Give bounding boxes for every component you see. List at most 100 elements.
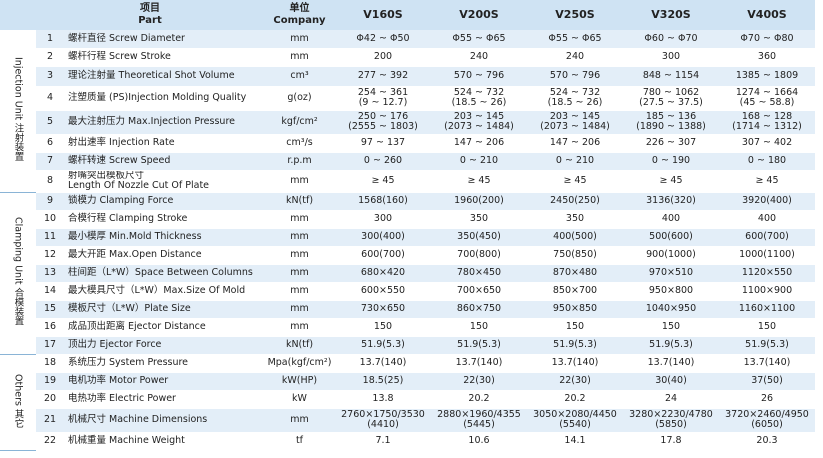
item-name-line: 柱间距（L*W）Space Between Columns — [68, 267, 253, 278]
spec-value: ≥ 45 — [719, 170, 815, 193]
header-unit-cn: 单位 — [289, 3, 310, 14]
spec-value: 350(450) — [431, 228, 527, 247]
spec-value: 203 ~ 145 (2073 ~ 1484) — [527, 110, 623, 135]
spec-value: 850×700 — [527, 282, 623, 301]
spec-value: 226 ~ 307 — [623, 134, 719, 153]
row-item-name: 最大模具尺寸（L*W）Max.Size Of Mold — [64, 282, 264, 301]
table-row: 19 电机功率 Motor Power kW(HP) 18.5(25) 22(30) 22… — [0, 372, 815, 391]
spec-value-line: 150 — [469, 321, 489, 332]
spec-value: 147 ~ 206 — [527, 134, 623, 153]
table-row: Clamping Unit 合模装置 9 锁模力 Clamping Force kN(… — [0, 192, 815, 355]
spec-value-line: 1120×550 — [741, 267, 793, 278]
item-name-line: 电热功率 Electric Power — [68, 393, 176, 404]
row-number: 8 — [36, 170, 64, 193]
spec-value: 26 — [719, 390, 815, 409]
header-part: 项目 Part — [36, 0, 264, 30]
spec-value: 300 — [623, 48, 719, 67]
header-model: V200S — [431, 0, 527, 30]
spec-value: 203 ~ 145 (2073 ~ 1484) — [431, 110, 527, 135]
row-item-name: 机械尺寸 Machine Dimensions — [64, 408, 264, 433]
row-unit: mm — [264, 246, 335, 265]
row-unit: r.p.m — [264, 152, 335, 171]
spec-value-line: 850×700 — [552, 285, 598, 296]
spec-value: 150 — [719, 318, 815, 337]
row-item-name: 成品顶出距离 Ejector Distance — [64, 318, 264, 337]
item-name-line: 最大开距 Max.Open Distance — [68, 249, 202, 260]
table-row: 13 柱间距（L*W）Space Between Columns mm 680×420… — [0, 264, 815, 283]
spec-value-line: 51.9(5.3) — [361, 339, 405, 350]
spec-value: 750(850) — [527, 246, 623, 265]
spec-value-line: ≥ 45 — [467, 175, 491, 186]
spec-value: 3280×2230/4780 (5850) — [623, 408, 719, 433]
spec-value: 37(50) — [719, 372, 815, 391]
item-name-line: 射嘴突出模板尺寸 — [68, 170, 145, 181]
spec-value-line: 13.7(140) — [455, 357, 503, 368]
spec-value: 0 ~ 180 — [719, 152, 815, 171]
spec-value-line: 147 ~ 206 — [549, 137, 601, 148]
spec-value-line: (5445) — [463, 419, 495, 430]
spec-value: 0 ~ 210 — [527, 152, 623, 171]
spec-value-line: 150 — [757, 321, 777, 332]
table-row: 6 射出速率 Injection Rate cm³/s 97 ~ 137 147 ~ 2… — [0, 134, 815, 153]
spec-value: 13.7(140) — [527, 354, 623, 373]
spec-value: 10.6 — [431, 432, 527, 451]
row-unit: mm — [264, 210, 335, 229]
spec-value-line: 570 ~ 796 — [549, 70, 601, 81]
item-name-line: 螺杆直径 Screw Diameter — [68, 32, 185, 44]
spec-value: 150 — [623, 318, 719, 337]
spec-value: 250 ~ 176 (2555 ~ 1803) — [335, 110, 431, 135]
spec-value: 570 ~ 796 — [527, 66, 623, 87]
spec-value: 1120×550 — [719, 264, 815, 283]
spec-value-line: ≥ 45 — [563, 175, 587, 186]
spec-value: 680×420 — [335, 264, 431, 283]
spec-value-line: ≥ 45 — [371, 175, 395, 186]
spec-value: 51.9(5.3) — [431, 336, 527, 355]
spec-value-line: 97 ~ 137 — [360, 137, 406, 148]
spec-value-line: 0 ~ 210 — [459, 155, 499, 166]
spec-value: 147 ~ 206 — [431, 134, 527, 153]
group-label: Others 其它 — [12, 373, 24, 428]
row-unit: cm³ — [264, 66, 335, 87]
spec-value-line: 307 ~ 402 — [741, 137, 793, 148]
item-name-line: 顶出力 Ejector Force — [68, 339, 162, 350]
spec-value-line: 2450(250) — [550, 195, 600, 206]
row-unit: mm — [264, 408, 335, 433]
row-item-name: 模板尺寸（L*W）Plate Size — [64, 300, 264, 319]
spec-value-line: 185 ~ 136 — [645, 111, 697, 122]
row-number: 10 — [36, 210, 64, 229]
spec-value-line: 150 — [661, 321, 681, 332]
item-name-line: 最大模具尺寸（L*W）Max.Size Of Mold — [68, 285, 246, 296]
item-name-line: 注塑质量 (PS)Injection Molding Quality — [68, 92, 247, 103]
row-number: 17 — [36, 336, 64, 355]
spec-value-line: 2760×1750/3530 — [341, 409, 425, 420]
spec-value-line: (5540) — [559, 419, 591, 430]
row-number: 15 — [36, 300, 64, 319]
header-model: V160S — [335, 0, 431, 30]
spec-value: 3920(400) — [719, 192, 815, 211]
spec-value-line: 22(30) — [463, 375, 495, 386]
spec-value-line: 3720×2460/4950 — [725, 409, 809, 420]
spec-value-line: 20.2 — [468, 393, 490, 404]
spec-value-line: 17.8 — [660, 435, 682, 446]
spec-value-line: (2555 ~ 1803) — [348, 121, 418, 132]
spec-table: 项目 Part 单位 Company V160S V200S V250S V32… — [0, 0, 815, 451]
spec-value-line: 350 — [469, 213, 489, 224]
spec-value: 400 — [719, 210, 815, 229]
spec-value-line: (2073 ~ 1484) — [540, 121, 610, 132]
spec-value-line: 0 ~ 210 — [555, 155, 595, 166]
spec-value-line: 240 — [565, 51, 585, 62]
row-item-name: 射嘴突出模板尺寸 Length Of Nozzle Cut Of Plate — [64, 170, 264, 193]
header-model: V250S — [527, 0, 623, 30]
spec-value-line: ≥ 45 — [755, 175, 779, 186]
table-row: 16 成品顶出距离 Ejector Distance mm 150 150 150 150 1… — [0, 318, 815, 337]
row-unit: mm — [264, 48, 335, 67]
spec-value: 20.2 — [431, 390, 527, 409]
spec-value: 1274 ~ 1664 (45 ~ 58.8) — [719, 86, 815, 111]
spec-value: 150 — [335, 318, 431, 337]
spec-value-line: 950×850 — [552, 303, 598, 314]
row-item-name: 最小模厚 Min.Mold Thickness — [64, 228, 264, 247]
spec-value-line: (18.5 ~ 26) — [451, 97, 507, 108]
spec-value: Φ42 ~ Φ50 — [335, 30, 431, 49]
spec-value-line: Φ42 ~ Φ50 — [356, 32, 410, 44]
spec-value: ≥ 45 — [431, 170, 527, 193]
